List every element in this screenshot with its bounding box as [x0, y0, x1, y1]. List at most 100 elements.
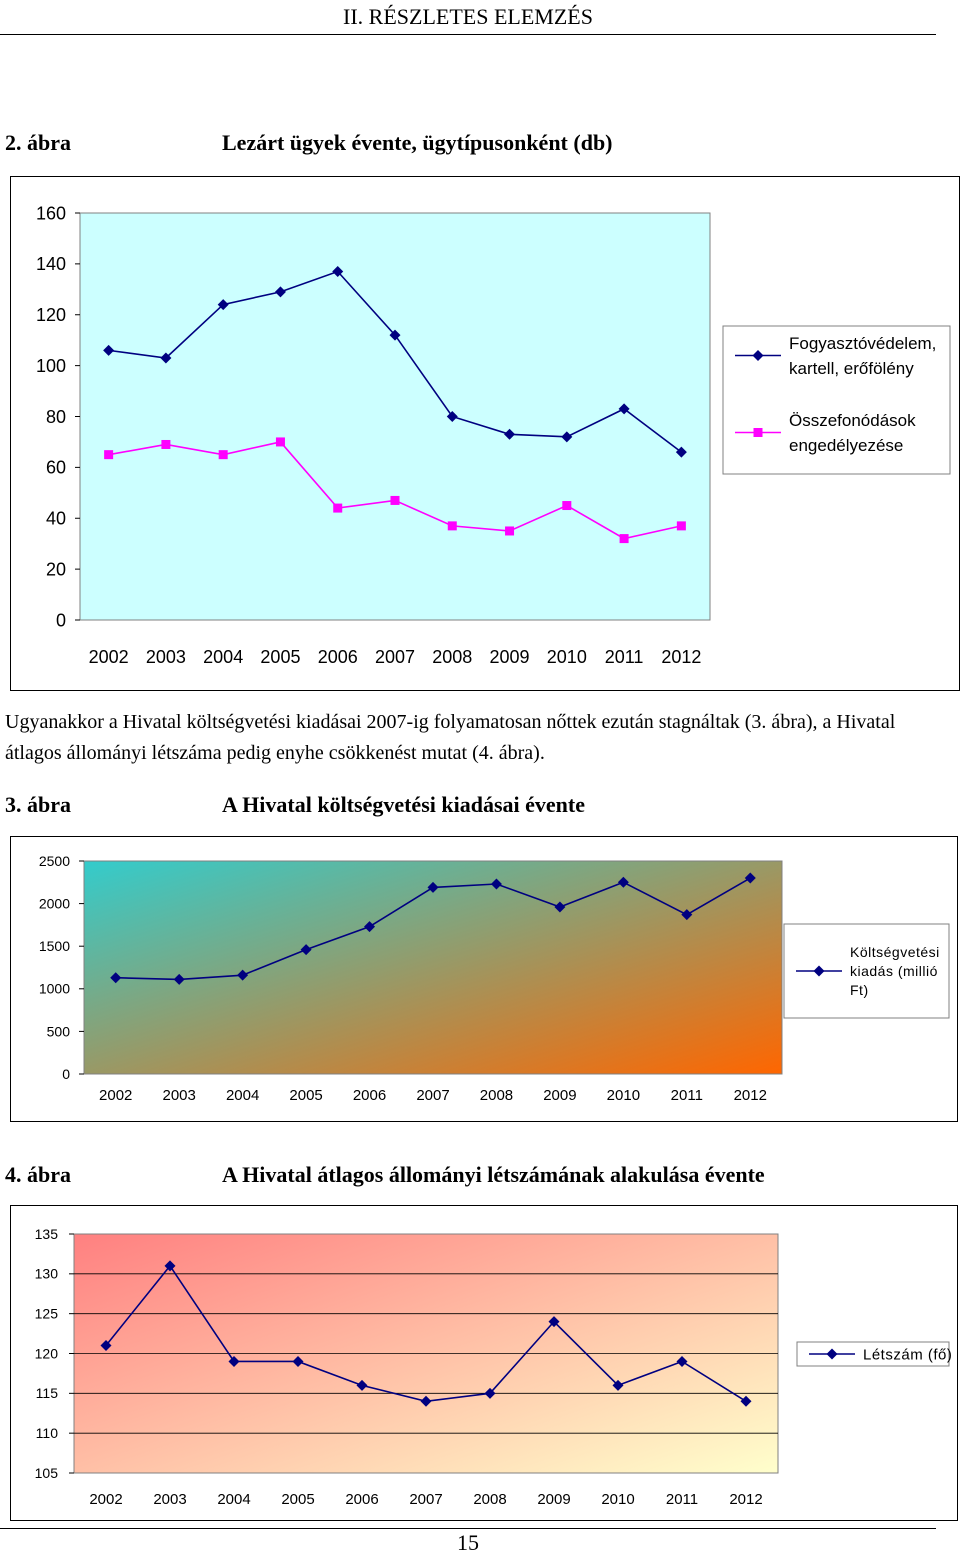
- chart-2-svg: 0 500 1000 1500 2000 2500 2002 2003 2004 2005 2006…: [10, 836, 958, 1122]
- data-point: [561, 431, 573, 443]
- figure-2-title: Lezárt ügyek évente, ügytípusonként (db): [222, 130, 613, 155]
- legend-marker: [753, 428, 763, 437]
- data-point: [300, 944, 312, 956]
- y-tick-label: 125: [35, 1306, 59, 1322]
- figure-3-number: 3. ábra: [5, 792, 71, 817]
- data-point: [218, 450, 228, 460]
- legend-label: Költségvetési: [850, 944, 940, 960]
- x-tick-label: 2006: [318, 647, 358, 667]
- data-point: [619, 534, 629, 544]
- x-tick-label: 2012: [729, 1491, 762, 1508]
- chart-3-svg: 105 110 115 120 125 130 135 2002 2003 2004 2005 200…: [10, 1205, 958, 1521]
- data-point: [275, 437, 285, 447]
- data-point: [548, 1316, 560, 1328]
- figure-4-number: 4. ábra: [5, 1162, 71, 1187]
- page-number: 15: [457, 1530, 479, 1555]
- legend-label: kiadás (millió: [850, 963, 938, 979]
- x-tick-label: 2011: [666, 1491, 698, 1508]
- y-tick-label: 120: [35, 1345, 59, 1361]
- data-point: [446, 411, 458, 422]
- plot-area: [83, 860, 783, 1075]
- x-tick-label: 2008: [480, 1087, 513, 1104]
- y-tick-label: 120: [36, 305, 66, 325]
- x-tick-label: 2005: [289, 1087, 322, 1104]
- data-point: [390, 495, 400, 505]
- y-tick-label: 60: [46, 458, 66, 478]
- chart-2-budget-expenditure: 0 500 1000 1500 2000 2500 2002 2003 2004 2005 2006…: [10, 836, 958, 1122]
- data-point: [164, 1260, 176, 1272]
- legend-label: kartell, erőfölény: [789, 359, 914, 378]
- x-tick-label: 2009: [490, 647, 530, 667]
- x-tick-label: 2005: [260, 647, 300, 667]
- data-point: [676, 521, 686, 531]
- data-point: [420, 1395, 432, 1407]
- x-tick-label: 2012: [734, 1087, 767, 1104]
- y-tick-label: 2500: [39, 853, 70, 869]
- data-point: [237, 969, 249, 981]
- x-tick-label: 2004: [217, 1491, 250, 1508]
- x-tick-label: 2010: [607, 1087, 640, 1104]
- data-point: [160, 352, 172, 364]
- x-tick-label: 2010: [547, 647, 587, 667]
- data-point: [364, 921, 376, 933]
- legend-label: Ft): [850, 982, 869, 998]
- data-point: [103, 344, 115, 356]
- y-tick-label: 1500: [39, 938, 70, 954]
- y-tick-label: 40: [46, 509, 66, 529]
- figure-3-title: A Hivatal költségvetési kiadásai évente: [222, 792, 585, 817]
- data-point: [562, 501, 572, 511]
- y-tick-label: 500: [47, 1023, 71, 1039]
- data-point: [161, 439, 171, 449]
- chart-1-closed-cases: 0 20 40 60 80 100 120 140 160 2002 2003 2004 2005 200…: [10, 176, 960, 691]
- legend-label: Fogyasztóvédelem,: [789, 334, 936, 353]
- x-tick-label: 2006: [345, 1491, 378, 1508]
- data-point: [389, 329, 401, 341]
- x-tick-label: 2007: [416, 1087, 449, 1104]
- data-point: [332, 266, 344, 278]
- y-tick-label: 135: [35, 1226, 59, 1242]
- legend-marker: [752, 350, 764, 361]
- body-paragraph: Ugyanakkor a Hivatal költségvetési kiadá…: [5, 711, 896, 764]
- x-tick-label: 2004: [203, 647, 243, 667]
- data-point: [292, 1355, 304, 1367]
- data-point: [744, 872, 756, 884]
- x-tick-label: 2011: [671, 1087, 703, 1104]
- data-point: [554, 901, 566, 913]
- y-tick-label: 0: [62, 1066, 70, 1082]
- chart-3-headcount: 105 110 115 120 125 130 135 2002 2003 2004 2005 200…: [10, 1205, 958, 1521]
- x-tick-label: 2002: [89, 1491, 122, 1508]
- legend-label: engedélyezése: [789, 436, 903, 455]
- data-point: [504, 428, 516, 440]
- data-point: [110, 972, 122, 984]
- y-tick-label: 2000: [39, 896, 70, 912]
- x-tick-label: 2008: [432, 647, 472, 667]
- data-point: [617, 876, 629, 888]
- y-tick-label: 100: [36, 356, 66, 376]
- data-point: [333, 503, 343, 513]
- x-tick-label: 2009: [543, 1087, 576, 1104]
- x-tick-label: 2010: [601, 1491, 634, 1508]
- y-tick-label: 20: [46, 559, 66, 579]
- page-header-title: II. RÉSZLETES ELEMZÉS: [343, 4, 593, 29]
- data-point: [676, 1355, 688, 1367]
- x-tick-label: 2011: [605, 647, 644, 667]
- data-point: [217, 299, 229, 311]
- data-point: [484, 1387, 496, 1399]
- x-tick-label: 2009: [537, 1491, 570, 1508]
- x-tick-label: 2007: [409, 1491, 442, 1508]
- x-tick-label: 2005: [281, 1491, 314, 1508]
- x-tick-label: 2008: [473, 1491, 506, 1508]
- data-point: [427, 881, 439, 893]
- x-tick-label: 2004: [226, 1087, 259, 1104]
- legend-marker: [813, 965, 825, 977]
- data-point: [612, 1379, 624, 1391]
- y-tick-label: 140: [36, 254, 66, 274]
- y-tick-label: 110: [36, 1425, 59, 1441]
- figure-3-caption: 3. ábra A Hivatal költségvetési kiadásai…: [0, 792, 900, 820]
- data-point: [740, 1395, 752, 1407]
- legend-box: [722, 325, 951, 475]
- data-point: [447, 521, 457, 531]
- data-point: [173, 973, 185, 985]
- data-point: [675, 446, 687, 458]
- legend-label: Létszám (fő): [863, 1346, 952, 1363]
